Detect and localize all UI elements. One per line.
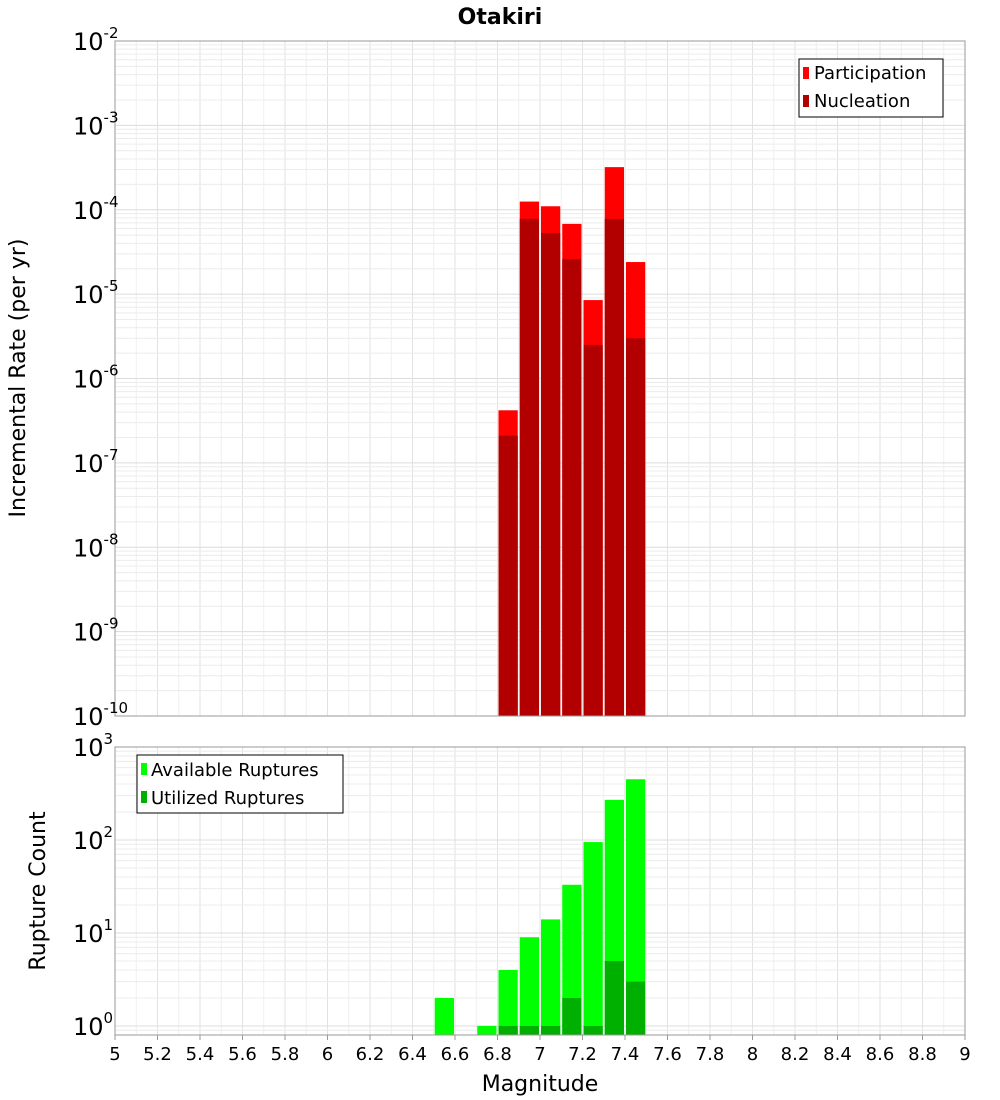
x-tick-label: 5.8 [271, 1044, 300, 1065]
x-tick-label: 5.6 [228, 1044, 257, 1065]
x-tick-label: 5.2 [143, 1044, 172, 1065]
legend-label-nucleation: Nucleation [814, 91, 910, 112]
x-tick-label: 6 [322, 1044, 333, 1065]
x-tick-label: 7.2 [568, 1044, 597, 1065]
count-legend: Available Ruptures Utilized Ruptures [136, 754, 344, 814]
y-tick-label: 100 [73, 1009, 113, 1041]
x-axis-label: Magnitude [482, 1072, 599, 1097]
count-bar-utilized-ruptures [604, 960, 624, 1035]
count-bar-utilized-ruptures [541, 1025, 561, 1035]
rate-bar-nucleation [498, 435, 518, 716]
x-tick-label: 7.4 [611, 1044, 640, 1065]
x-tick-label: 6.8 [483, 1044, 512, 1065]
rate-bar-nucleation [604, 218, 624, 716]
count-panel: 100 101 102 103 5 5.2 5.4 5.6 5.8 6 6.2 6.4 6.6 6.8 7… [26, 730, 971, 1097]
count-bar-available-ruptures [583, 842, 603, 1035]
count-bar-utilized-ruptures [583, 1025, 603, 1035]
rate-plot-frame [114, 40, 966, 717]
count-y-ticks: 100 101 102 103 [73, 730, 113, 1041]
legend-label-utilized: Utilized Ruptures [151, 788, 304, 809]
x-tick-label: 5 [109, 1044, 120, 1065]
rate-panel: 10-10 10-9 10-8 10-7 10-6 10-5 10-4 10-3 10-2 In… [6, 24, 966, 731]
count-bar-available-ruptures [626, 779, 646, 1035]
legend-swatch-utilized [141, 791, 147, 803]
legend-swatch-participation [803, 67, 809, 79]
y-tick-label: 10-9 [73, 615, 119, 647]
y-tick-label: 10-8 [73, 530, 119, 562]
rate-bar-nucleation [519, 218, 539, 716]
rate-grid [114, 40, 966, 717]
rate-bars [498, 167, 646, 716]
y-tick-label: 10-5 [73, 277, 119, 309]
y-tick-label: 10-10 [73, 699, 128, 731]
chart-title: Otakiri [458, 5, 543, 30]
rate-bar-nucleation [562, 259, 582, 716]
legend-label-available: Available Ruptures [151, 760, 319, 781]
legend-label-participation: Participation [814, 63, 926, 84]
count-bar-utilized-ruptures [626, 981, 646, 1035]
x-tick-label: 8.4 [823, 1044, 852, 1065]
magnitude-x-ticks: 5 5.2 5.4 5.6 5.8 6 6.2 6.4 6.6 6.8 7 7.2 7.4 7.6 7.8 8… [109, 1035, 971, 1065]
count-bar-available-ruptures [477, 1025, 497, 1035]
x-tick-label: 8.2 [781, 1044, 810, 1065]
rate-y-axis-label: Incremental Rate (per yr) [6, 239, 31, 518]
x-tick-label: 7.8 [696, 1044, 725, 1065]
count-bar-utilized-ruptures [498, 1025, 518, 1035]
count-bar-utilized-ruptures [562, 997, 582, 1035]
y-tick-label: 102 [73, 823, 113, 855]
rate-legend-box [798, 58, 944, 118]
y-tick-label: 10-6 [73, 362, 119, 394]
count-bar-available-ruptures [562, 884, 582, 1035]
count-bar-available-ruptures [519, 937, 539, 1035]
x-tick-label: 5.4 [186, 1044, 215, 1065]
rate-legend: Participation Nucleation [798, 58, 944, 118]
x-tick-label: 8.6 [866, 1044, 895, 1065]
count-y-axis-label: Rupture Count [26, 811, 51, 971]
count-legend-box [136, 754, 344, 814]
rate-bar-nucleation [583, 344, 603, 716]
x-tick-label: 6.2 [356, 1044, 385, 1065]
x-tick-label: 7.6 [653, 1044, 682, 1065]
x-tick-label: 6.6 [441, 1044, 470, 1065]
count-bar-available-ruptures [434, 997, 454, 1035]
y-tick-label: 10-3 [73, 108, 119, 140]
x-tick-label: 6.4 [398, 1044, 427, 1065]
x-tick-label: 8.8 [908, 1044, 937, 1065]
legend-swatch-available [141, 763, 147, 775]
y-tick-label: 103 [73, 730, 113, 762]
count-bar-available-ruptures [541, 919, 561, 1035]
y-tick-label: 10-4 [73, 193, 119, 225]
legend-swatch-nucleation [803, 95, 809, 107]
rate-bar-nucleation [626, 338, 646, 716]
y-tick-label: 10-7 [73, 446, 119, 478]
x-tick-label: 7 [534, 1044, 545, 1065]
count-bar-utilized-ruptures [519, 1025, 539, 1035]
count-bars [434, 779, 646, 1035]
count-bar-available-ruptures [498, 969, 518, 1035]
x-tick-label: 9 [959, 1044, 970, 1065]
rate-bar-nucleation [541, 233, 561, 716]
x-tick-label: 8 [747, 1044, 758, 1065]
y-tick-label: 101 [73, 916, 113, 948]
y-tick-label: 10-2 [73, 24, 119, 56]
